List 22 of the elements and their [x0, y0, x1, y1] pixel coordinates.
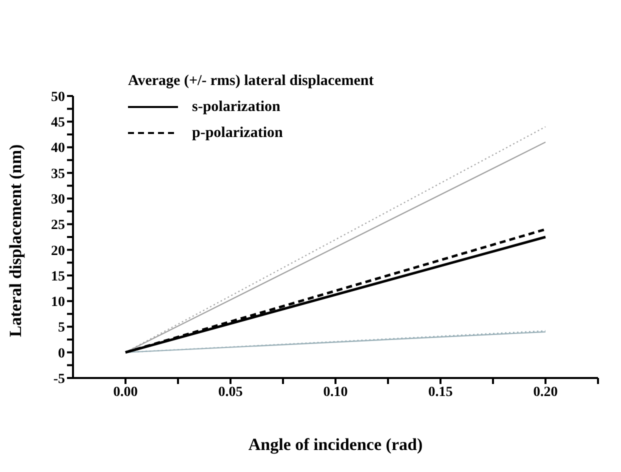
- y-tick-label: 0: [58, 346, 65, 362]
- y-tick-label: 30: [51, 192, 65, 208]
- y-tick-label: 45: [51, 116, 65, 131]
- y-tick-label: 10: [51, 295, 65, 310]
- x-tick-label: 0.05: [218, 384, 243, 400]
- x-tick-label: 0.15: [428, 384, 453, 400]
- y-tick-label: 5: [58, 320, 65, 336]
- y-tick-label: 15: [51, 269, 65, 284]
- y-tick-label: 40: [51, 141, 65, 156]
- y-tick-label: -5: [53, 372, 65, 387]
- y-tick-label: 25: [51, 218, 65, 234]
- legend-label: s-polarization: [192, 98, 280, 117]
- legend-title: Average (+/- rms) lateral displacement: [128, 72, 375, 91]
- x-tick-label: 0.00: [113, 384, 138, 400]
- x-tick-label: 0.20: [533, 384, 558, 400]
- legend-label: p-polarization: [192, 124, 283, 143]
- x-tick-label: 0.10: [323, 384, 348, 400]
- y-tick-label: 20: [51, 244, 65, 259]
- y-tick-label: 50: [51, 90, 65, 105]
- y-tick-label: 35: [51, 166, 65, 182]
- y-axis-title: Lateral displacement (nm): [6, 144, 26, 337]
- x-axis-title: Angle of incidence (rad): [248, 435, 423, 454]
